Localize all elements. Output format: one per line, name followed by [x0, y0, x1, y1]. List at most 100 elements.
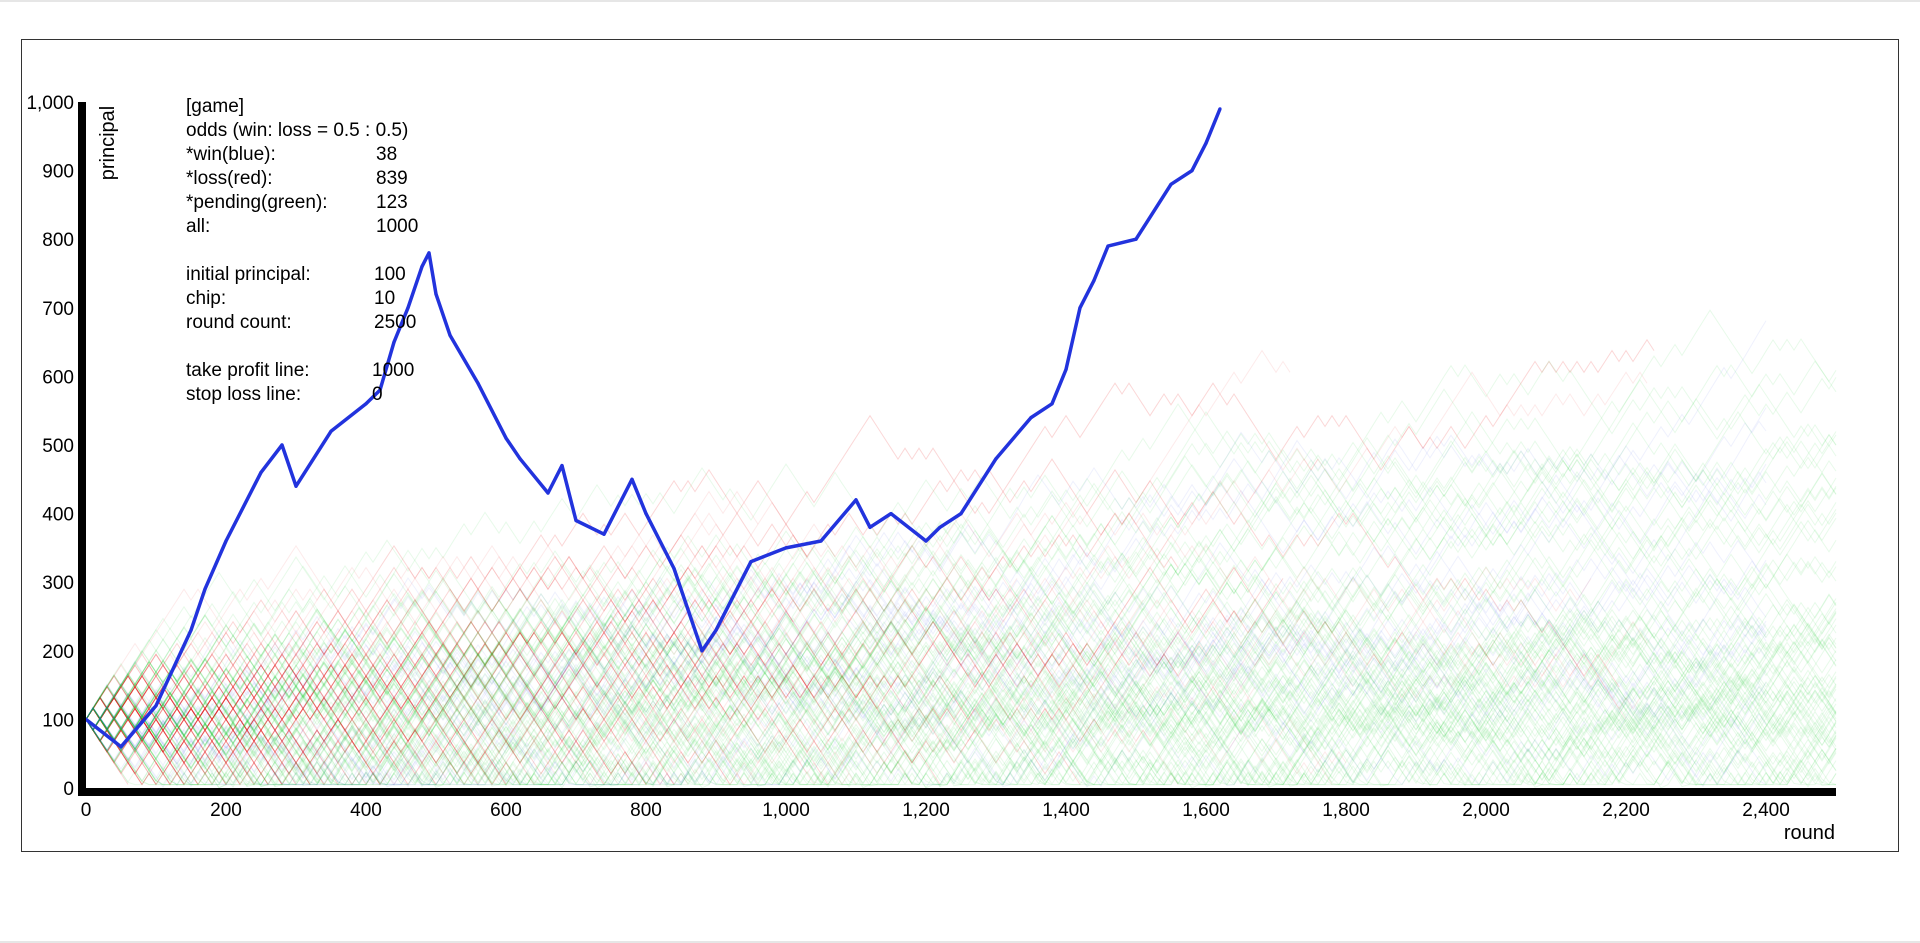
x-tick-label: 1,800 [1322, 800, 1370, 821]
loss-walk [85, 653, 1081, 785]
pending-walk [85, 423, 1837, 720]
loss-walk [85, 718, 437, 786]
loss-walk [85, 707, 241, 786]
loss-walk [85, 371, 1648, 753]
win-series-point [854, 498, 858, 502]
pending-walk [85, 661, 1837, 789]
pending-walk [85, 430, 1837, 720]
pending-walk [85, 654, 1837, 788]
loss-walk [85, 685, 339, 786]
win-series-point [784, 546, 788, 550]
loss-walk [85, 544, 836, 721]
loss-walk [85, 685, 451, 786]
y-tick-label: 100 [42, 710, 74, 731]
loss-walk [85, 512, 1179, 753]
pending-walk [85, 574, 1837, 782]
pending-walk [85, 608, 1837, 786]
loss-walk [85, 555, 1130, 743]
pending-walk [85, 643, 1837, 786]
pending-walk [85, 675, 1837, 789]
loss-walk [85, 620, 647, 786]
loss-walk [85, 620, 675, 785]
loss-walk [85, 685, 339, 785]
win-series-point [1064, 367, 1068, 372]
loss-walk [85, 642, 423, 786]
pending-walk [85, 501, 1837, 720]
loss-walk [85, 620, 1067, 775]
win-series-point [504, 436, 508, 440]
loss-walk [85, 620, 675, 785]
win-series-point [560, 464, 564, 468]
x-tick-label: 2,200 [1602, 800, 1650, 821]
loss-walk [85, 620, 941, 785]
pending-walk [85, 601, 1837, 787]
loss-walk [85, 490, 759, 743]
pending-walk [85, 618, 1837, 789]
y-tick-label: 300 [42, 573, 74, 594]
pending-walk [85, 610, 1837, 787]
loss-walk [85, 707, 213, 785]
info-value: 2500 [374, 312, 417, 333]
win-walk [85, 572, 1767, 788]
simulation-walks [85, 309, 1837, 789]
win-walk [85, 407, 1767, 788]
pending-walk [85, 449, 1837, 742]
win-walk [85, 539, 1767, 746]
pending-walk [85, 441, 1837, 740]
loss-walk [85, 664, 766, 786]
pending-walk [85, 472, 1837, 786]
win-series-point [672, 566, 676, 571]
win-walk [85, 463, 1767, 749]
x-tick-label: 400 [350, 800, 382, 821]
pending-walk [85, 578, 1837, 775]
loss-walk [85, 675, 311, 785]
loss-walk [85, 719, 129, 785]
y-tick-label: 600 [42, 367, 74, 388]
loss-walk [85, 685, 339, 786]
loss-walk [85, 577, 1312, 775]
pending-walk [85, 634, 1837, 786]
loss-walk [85, 685, 311, 785]
pending-walk [85, 628, 1837, 786]
pending-walk [85, 549, 1837, 749]
loss-walk [85, 653, 857, 786]
pending-walk [85, 675, 1837, 789]
pending-walk [85, 583, 1837, 786]
loss-walk [85, 577, 1501, 764]
win-walk [85, 531, 1767, 743]
loss-walk [85, 338, 1655, 753]
loss-walk [85, 620, 731, 786]
loss-walk [85, 685, 255, 786]
loss-walk [85, 696, 199, 786]
pending-walk [85, 590, 1837, 786]
loss-walk [85, 664, 745, 786]
loss-walk [85, 707, 171, 785]
pending-walk [85, 598, 1837, 789]
pending-walk [85, 378, 1837, 720]
win-walk [85, 555, 1767, 788]
loss-walk [85, 664, 507, 786]
info-value: 100 [374, 264, 406, 285]
loss-walk [85, 523, 808, 743]
win-series-point [1190, 169, 1194, 173]
pending-walk [85, 565, 1837, 788]
y-tick-label: 0 [63, 779, 74, 800]
info-value: 123 [376, 192, 408, 213]
info-key: round count: [186, 312, 292, 333]
loss-walk [85, 685, 311, 785]
win-walk [85, 594, 1767, 774]
win-walk [85, 610, 1767, 788]
x-tick-label: 1,400 [1042, 800, 1090, 821]
pending-walk [85, 502, 1837, 789]
win-series-point [476, 381, 480, 385]
x-tick-label: 0 [81, 800, 92, 821]
loss-walk [85, 620, 976, 753]
win-series-point [959, 511, 963, 516]
x-tick-label: 600 [490, 800, 522, 821]
loss-walk [85, 620, 1347, 775]
pending-walk [85, 598, 1837, 788]
pending-walk [85, 597, 1837, 786]
pending-walk [85, 592, 1837, 786]
win-series-point [889, 511, 893, 516]
win-series-point [924, 539, 928, 543]
